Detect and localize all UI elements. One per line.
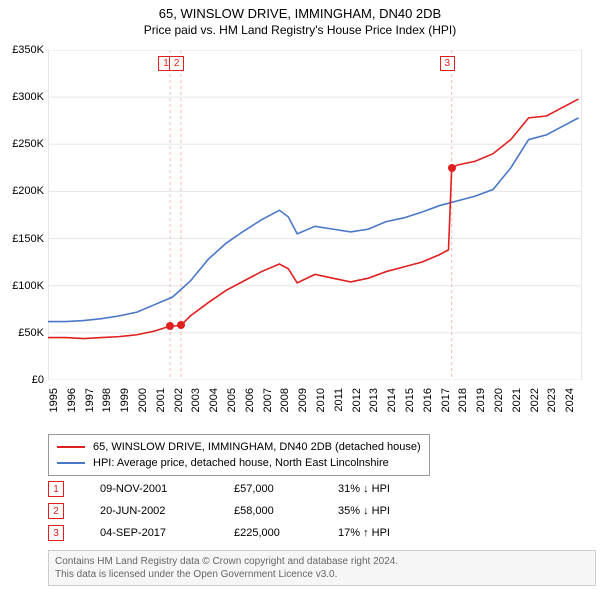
y-tick-label: £50K [18,327,44,339]
x-tick-label: 2007 [262,388,274,412]
x-tick-label: 2020 [493,388,505,412]
annotation-badge: 3 [440,56,455,71]
x-tick-label: 2015 [404,388,416,412]
x-tick-label: 2009 [297,388,309,412]
x-tick-label: 2012 [351,388,363,412]
annotation-diff: 31% ↓ HPI [338,483,390,495]
annotation-table: 1 09-NOV-2001 £57,000 31% ↓ HPI 2 20-JUN-2002… [48,478,390,544]
x-tick-label: 2022 [529,388,541,412]
annotation-date: 09-NOV-2001 [100,483,210,495]
annotation-row: 1 09-NOV-2001 £57,000 31% ↓ HPI [48,478,390,500]
annotation-number: 3 [48,525,64,541]
x-tick-label: 2017 [440,388,452,412]
x-tick-label: 2004 [208,388,220,412]
annotation-price: £57,000 [234,483,314,495]
y-tick-label: £350K [12,44,44,56]
x-tick-label: 2023 [546,388,558,412]
annotation-row: 2 20-JUN-2002 £58,000 35% ↓ HPI [48,500,390,522]
x-tick-label: 1999 [119,388,131,412]
y-tick-label: £300K [12,91,44,103]
x-tick-label: 2011 [333,388,345,412]
footer-line: This data is licensed under the Open Gov… [55,568,589,581]
x-tick-label: 2014 [386,388,398,412]
annotation-diff: 17% ↑ HPI [338,527,390,539]
legend-row-price-paid: 65, WINSLOW DRIVE, IMMINGHAM, DN40 2DB (… [57,439,421,455]
chart-plot-area: 123 [48,50,582,380]
chart-title: 65, WINSLOW DRIVE, IMMINGHAM, DN40 2DB [0,0,600,21]
annotation-number: 2 [48,503,64,519]
annotation-badge: 2 [169,56,184,71]
price-marker [448,164,456,172]
annotation-price: £225,000 [234,527,314,539]
footer-line: Contains HM Land Registry data © Crown c… [55,555,589,568]
legend-row-hpi: HPI: Average price, detached house, Nort… [57,455,421,471]
y-tick-label: £150K [12,233,44,245]
x-tick-label: 2002 [173,388,185,412]
annotation-date: 20-JUN-2002 [100,505,210,517]
x-tick-label: 2010 [315,388,327,412]
legend-label: 65, WINSLOW DRIVE, IMMINGHAM, DN40 2DB (… [93,441,421,453]
x-tick-label: 2024 [564,388,576,412]
price-marker [166,322,174,330]
chart-svg [48,50,582,380]
x-tick-label: 2008 [279,388,291,412]
annotation-row: 3 04-SEP-2017 £225,000 17% ↑ HPI [48,522,390,544]
x-tick-label: 1995 [48,388,60,412]
x-tick-label: 2013 [368,388,380,412]
y-tick-label: £200K [12,185,44,197]
x-axis-ticks: 1995 1996 1997 1998 1999 2000 2001 2002 2003 2004… [48,384,582,432]
x-tick-label: 2003 [190,388,202,412]
x-tick-label: 2021 [511,388,523,412]
x-tick-label: 2019 [475,388,487,412]
x-tick-label: 2006 [244,388,256,412]
chart-subtitle: Price paid vs. HM Land Registry's House … [0,21,600,37]
annotation-price: £58,000 [234,505,314,517]
y-tick-label: £250K [12,138,44,150]
x-tick-label: 2016 [422,388,434,412]
footer-attribution: Contains HM Land Registry data © Crown c… [48,550,596,586]
annotation-diff: 35% ↓ HPI [338,505,390,517]
x-tick-label: 1996 [66,388,78,412]
x-tick-label: 2005 [226,388,238,412]
legend-label: HPI: Average price, detached house, Nort… [93,457,389,469]
legend-swatch [57,462,85,464]
x-tick-label: 2001 [155,388,167,412]
legend-box: 65, WINSLOW DRIVE, IMMINGHAM, DN40 2DB (… [48,434,430,476]
price-marker [177,321,185,329]
annotation-date: 04-SEP-2017 [100,527,210,539]
x-tick-label: 1998 [101,388,113,412]
annotation-number: 1 [48,481,64,497]
legend-swatch [57,446,85,448]
y-tick-label: £100K [12,280,44,292]
x-tick-label: 2000 [137,388,149,412]
x-tick-label: 2018 [457,388,469,412]
x-tick-label: 1997 [84,388,96,412]
y-tick-label: £0 [32,374,44,386]
y-axis-ticks: £0£50K£100K£150K£200K£250K£300K£350K [0,50,46,380]
